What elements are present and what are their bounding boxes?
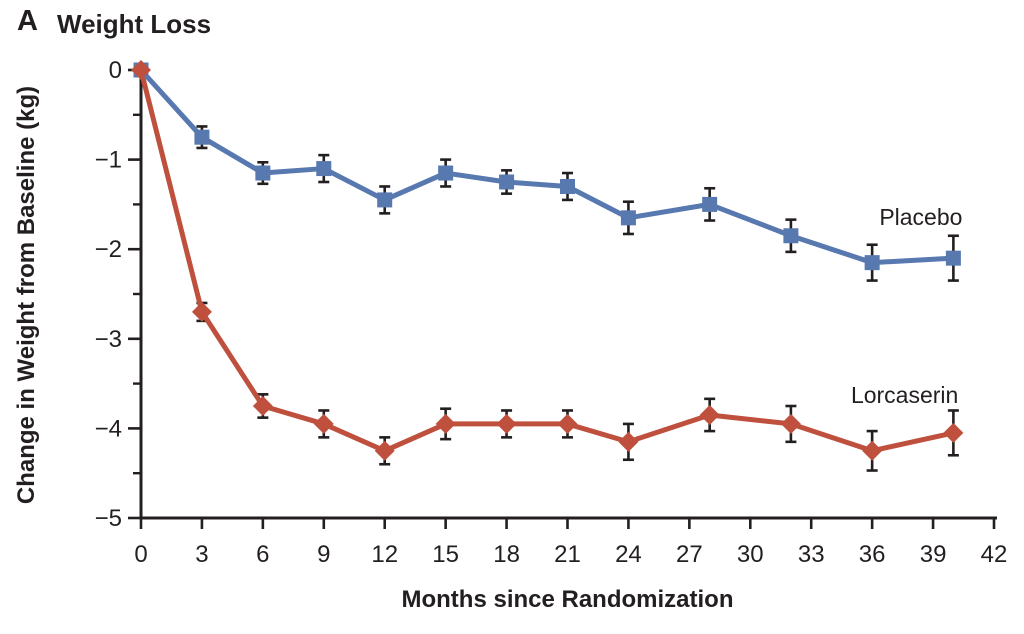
x-tick-label: 21 xyxy=(554,541,581,568)
panel-letter: A xyxy=(17,5,38,37)
data-point-placebo xyxy=(620,210,636,226)
panel-title: Weight Loss xyxy=(57,9,212,39)
data-point-lorcaserin xyxy=(862,440,883,461)
data-point-lorcaserin xyxy=(131,60,151,80)
data-point-lorcaserin xyxy=(313,413,334,434)
data-point-placebo xyxy=(783,228,799,244)
series-markers xyxy=(131,60,964,461)
x-tick-label: 33 xyxy=(798,541,825,568)
series-label-placebo: Placebo xyxy=(879,204,962,230)
y-tick-label: 0 xyxy=(109,57,122,84)
y-tick-label: −4 xyxy=(95,415,122,442)
data-point-placebo xyxy=(864,255,880,271)
y-tick-label: −3 xyxy=(95,326,122,353)
data-point-lorcaserin xyxy=(780,413,801,434)
y-tick-label: −5 xyxy=(95,505,122,532)
x-tick-label: 30 xyxy=(737,541,764,568)
x-tick-label: 9 xyxy=(317,541,330,568)
data-point-lorcaserin xyxy=(252,396,273,416)
x-tick-label: 36 xyxy=(859,541,886,568)
x-tick-label: 24 xyxy=(615,541,642,568)
data-point-placebo xyxy=(499,174,515,190)
x-tick-label: 39 xyxy=(920,541,947,568)
data-point-lorcaserin xyxy=(699,404,720,425)
x-tick-label: 27 xyxy=(676,541,703,568)
series-labels: Placebo Lorcaserin xyxy=(851,204,963,408)
y-tick-label: −2 xyxy=(95,236,122,263)
data-point-placebo xyxy=(316,161,332,177)
data-point-placebo xyxy=(255,165,271,181)
x-tick-label: 42 xyxy=(981,541,1008,568)
x-tick-label: 12 xyxy=(371,541,398,568)
data-point-lorcaserin xyxy=(374,440,395,461)
x-tick-label: 3 xyxy=(195,541,208,568)
x-axis: 0 3 6 9 12 15 18 21 24 27 30 33 36 39 42 xyxy=(134,516,1008,568)
data-point-placebo xyxy=(438,165,454,181)
series-label-lorcaserin: Lorcaserin xyxy=(851,382,958,408)
data-point-placebo xyxy=(945,250,961,266)
x-tick-label: 15 xyxy=(432,541,459,568)
data-point-lorcaserin xyxy=(943,422,964,443)
data-point-placebo xyxy=(702,196,718,212)
data-point-placebo xyxy=(194,129,210,145)
data-point-placebo xyxy=(560,178,575,194)
data-point-lorcaserin xyxy=(435,413,456,434)
data-point-lorcaserin xyxy=(557,413,578,434)
data-point-lorcaserin xyxy=(496,413,517,434)
x-tick-label: 0 xyxy=(134,541,147,568)
y-axis: 0 −1 −2 −3 −4 −5 xyxy=(95,57,143,532)
x-tick-label: 18 xyxy=(493,541,520,568)
x-axis-label: Months since Randomization xyxy=(401,586,734,613)
data-point-placebo xyxy=(377,192,393,208)
y-tick-label: −1 xyxy=(95,147,122,174)
data-point-lorcaserin xyxy=(191,301,212,322)
data-point-lorcaserin xyxy=(618,431,639,452)
x-tick-label: 6 xyxy=(256,541,269,568)
